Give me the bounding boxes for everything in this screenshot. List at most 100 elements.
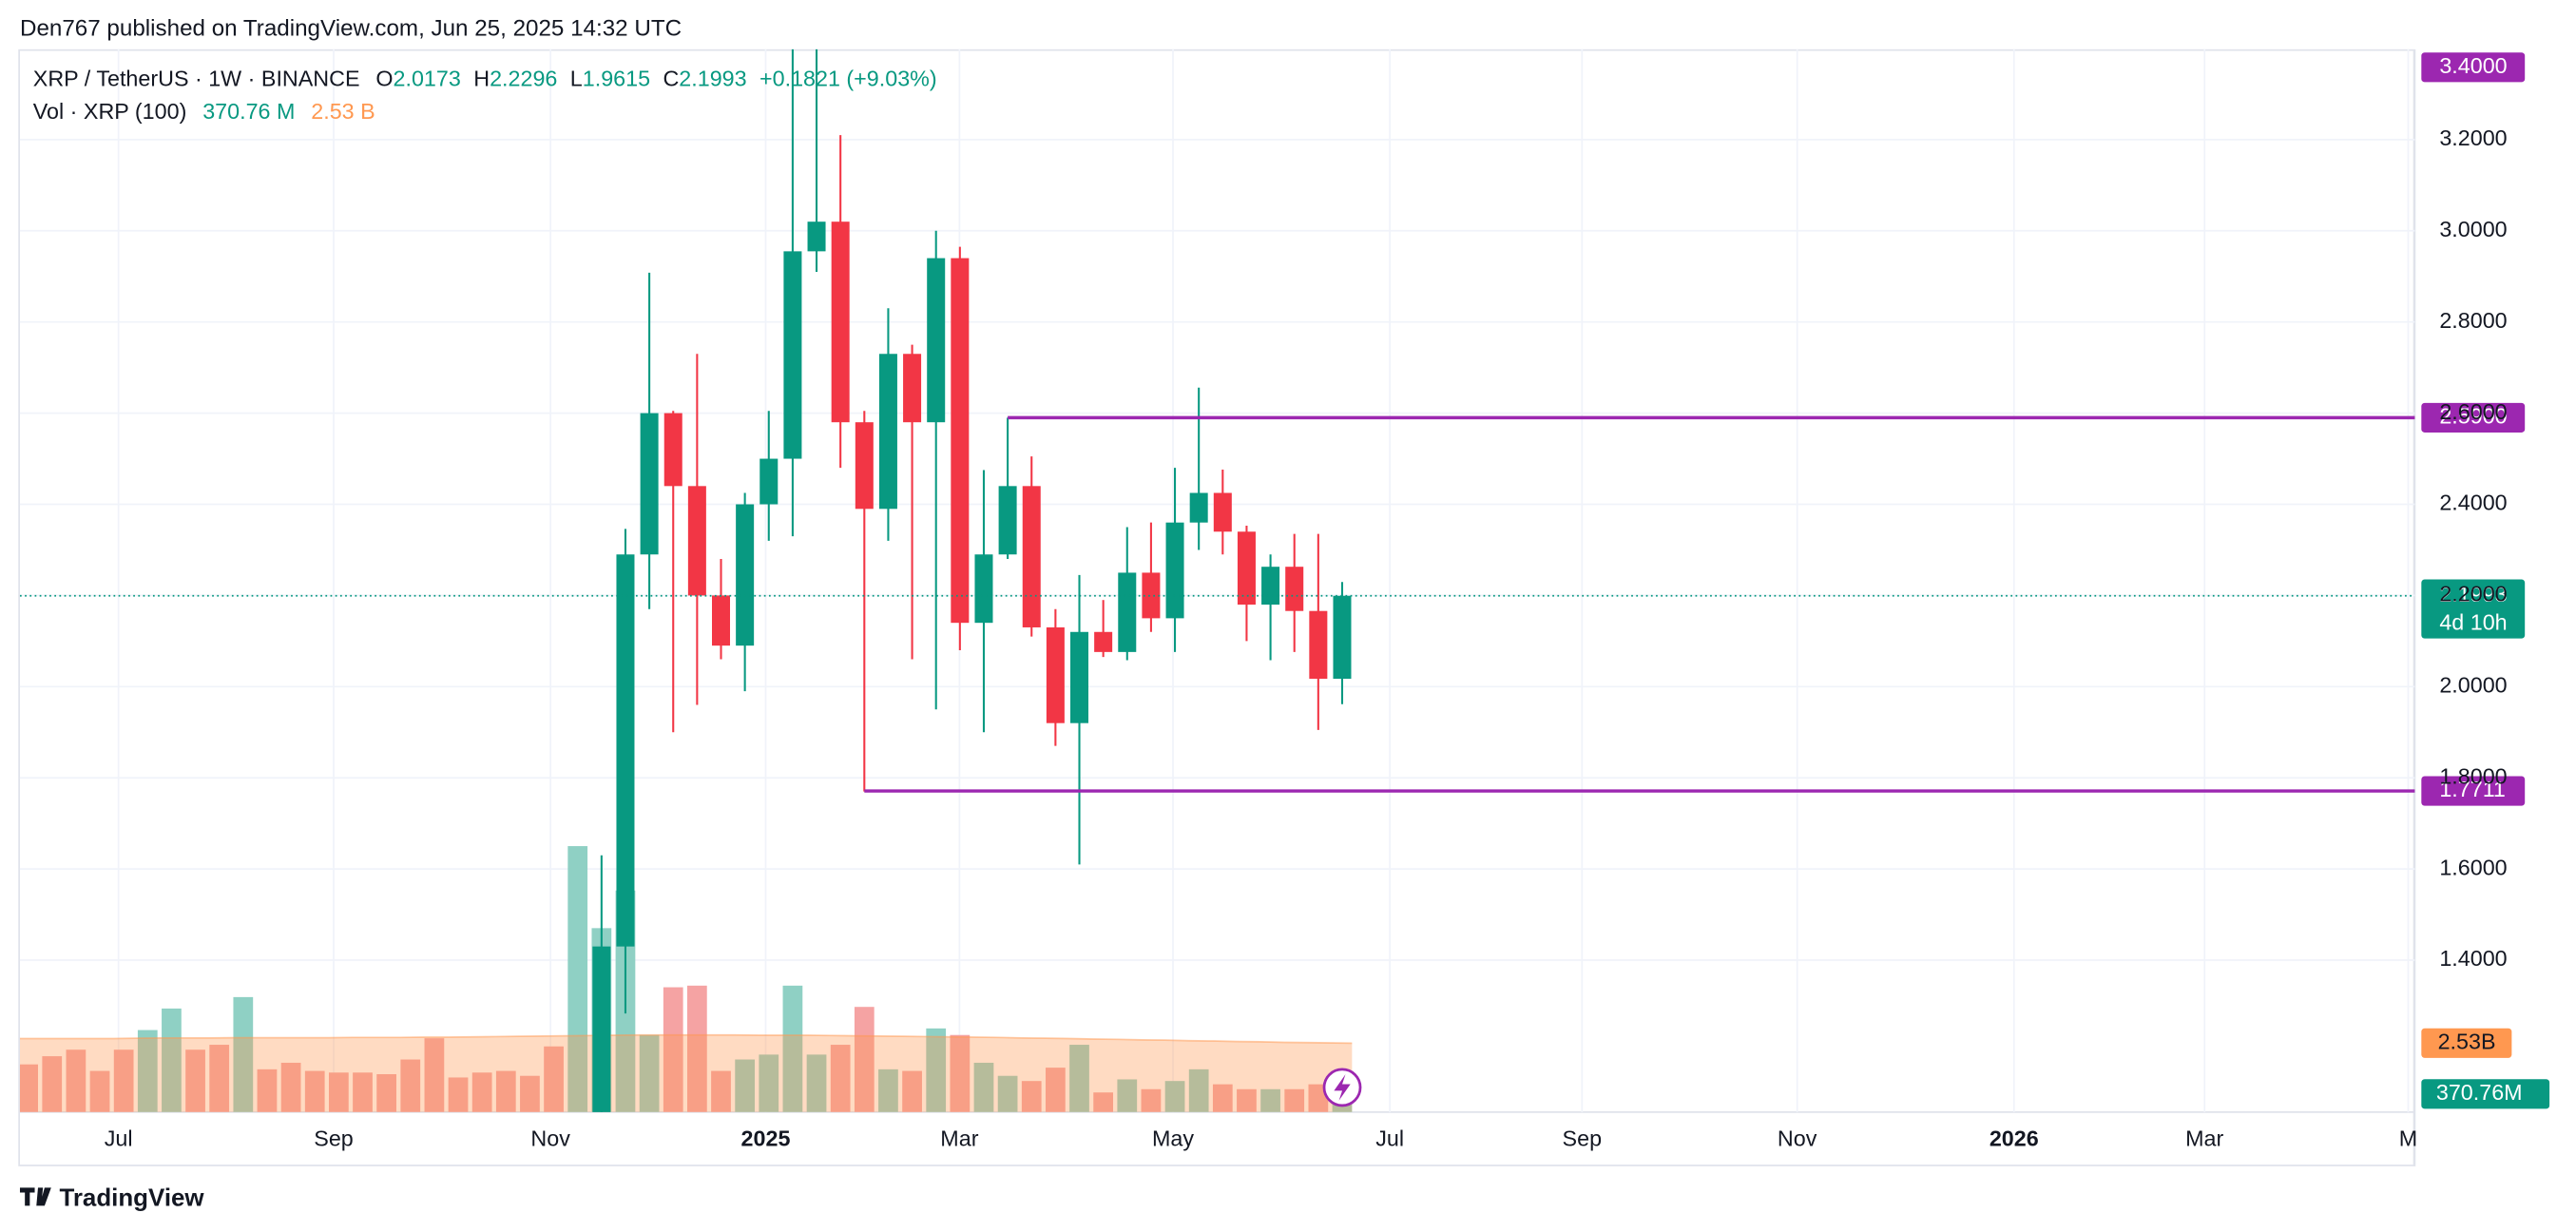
volume-bar: [782, 985, 803, 1112]
volume-value: 370.76 M: [202, 99, 295, 124]
level-label: 1.7711: [2439, 777, 2506, 801]
x-tick-label: M: [2399, 1126, 2417, 1150]
price-label: 2.1993: [2439, 582, 2507, 606]
volume-bar: [687, 985, 707, 1112]
x-tick-label: Mar: [2185, 1126, 2223, 1150]
y-tick-label: 2.4000: [2439, 491, 2507, 515]
volume-bar: [926, 1028, 947, 1112]
candle-body: [1070, 631, 1089, 723]
volume-bar: [711, 1070, 731, 1112]
volume-bar: [544, 1046, 564, 1112]
volume-bar: [233, 996, 254, 1112]
volume-bar: [19, 1064, 38, 1112]
candle-body: [1165, 522, 1184, 619]
x-tick-label: Nov: [1778, 1126, 1817, 1150]
volume-legend: Vol · XRP (100) 370.76 M 2.53 B: [33, 99, 375, 124]
price-label-box: [2421, 579, 2526, 639]
legend-line: XRP / TetherUS · 1W · BINANCE O2.0173 H2…: [33, 67, 937, 91]
candle-body: [1213, 492, 1232, 532]
volume-bar: [1260, 1088, 1280, 1112]
level-label: 2.5900: [2439, 404, 2507, 429]
volume-bar: [1021, 1081, 1042, 1112]
candle-body: [1309, 610, 1328, 680]
level-label-box: [2421, 402, 2526, 433]
ohlc-value: 2.2296: [490, 67, 557, 91]
y-tick-label: 1.4000: [2439, 946, 2507, 971]
volume-bar: [162, 1008, 182, 1112]
volume-bar: [89, 1070, 110, 1112]
volume-label: 370.76M: [2436, 1080, 2523, 1105]
volume-label-box: [2421, 1079, 2550, 1109]
candle-body: [1333, 595, 1352, 680]
candles: [592, 48, 1352, 1112]
volume-bar: [639, 1034, 660, 1112]
volume-bar: [113, 1049, 134, 1112]
volume-bar: [806, 1054, 827, 1112]
volume-bar: [902, 1070, 922, 1112]
footer-brand: TradingView: [59, 1184, 204, 1211]
candle-body: [974, 554, 993, 624]
candle-body: [1118, 572, 1137, 652]
candle-body: [687, 486, 706, 596]
icon-bolt[interactable]: [1334, 1074, 1351, 1101]
countdown: 4d 10h: [2439, 609, 2507, 634]
volume-bar: [735, 1059, 756, 1112]
volume-bar: [950, 1034, 971, 1112]
volume-bar: [973, 1062, 994, 1112]
volume-bar: [376, 1074, 396, 1112]
volume-bar: [1164, 1081, 1185, 1112]
candle-body: [927, 258, 946, 423]
ohlc-value: 1.9615: [583, 67, 650, 91]
x-tick-label: Sep: [1563, 1126, 1602, 1150]
y-tick-label: 3.0000: [2439, 217, 2507, 241]
ohlc-letter: C: [663, 67, 679, 91]
y-tick-label: 2.6000: [2439, 399, 2507, 424]
candle-body: [759, 458, 779, 505]
logo: [19, 1187, 51, 1206]
replay-icon[interactable]: [1322, 1068, 1362, 1107]
volume-bar: [520, 1075, 540, 1112]
candle-body: [903, 354, 922, 423]
volume-name: Vol · XRP (100): [33, 99, 187, 124]
volume-bar: [1046, 1068, 1066, 1112]
y-tick-label: 3.2000: [2439, 125, 2507, 150]
x-tick-label: Jul: [1375, 1126, 1404, 1150]
x-tick-label: Nov: [530, 1126, 570, 1150]
x-tick-label: May: [1152, 1126, 1194, 1150]
volume-bar: [328, 1072, 349, 1112]
volume-bar: [280, 1062, 301, 1112]
x-tick-label: Jul: [105, 1126, 133, 1150]
attribution: Den767 published on TradingView.com, Jun…: [20, 15, 682, 41]
y-tick-label: 2.8000: [2439, 308, 2507, 333]
candle-body: [1261, 567, 1280, 605]
volume-ma-value: 2.53 B: [311, 99, 375, 124]
volume-bar: [400, 1059, 421, 1112]
volume-bar: [185, 1049, 205, 1112]
volume-bar: [1141, 1088, 1162, 1112]
y-tick-label: 1.8000: [2439, 763, 2507, 788]
volume-bar: [137, 1030, 158, 1112]
footer: TradingView: [19, 1184, 204, 1211]
volume-bar: [567, 846, 588, 1112]
candle-body: [783, 251, 802, 459]
volume-bar: [1117, 1079, 1138, 1112]
volume-bar: [66, 1049, 87, 1112]
candle-body: [1189, 492, 1208, 523]
ohlc-value: 2.0173: [394, 67, 461, 91]
candle-body: [616, 554, 635, 947]
volume-bar: [759, 1054, 779, 1112]
x-tick-label: 2026: [1990, 1126, 2039, 1150]
volume-bar: [1212, 1084, 1233, 1112]
candle-body: [1285, 567, 1304, 611]
level-label-box: [2421, 776, 2526, 806]
volume-bar: [1069, 1045, 1089, 1112]
volume-bar: [42, 1056, 63, 1112]
candle-body: [831, 221, 850, 423]
candle-body: [663, 413, 682, 487]
volume-bar: [1237, 1088, 1257, 1112]
volume-bar: [1093, 1092, 1114, 1112]
candle-body: [998, 486, 1017, 555]
volume-bar: [353, 1072, 373, 1112]
